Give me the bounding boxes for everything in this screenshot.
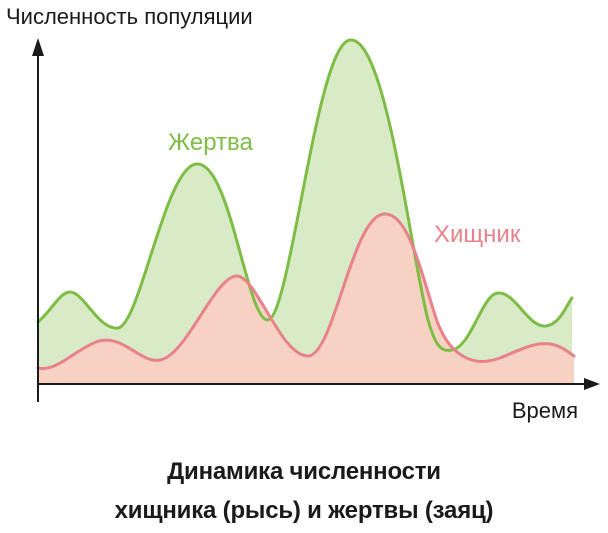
x-axis-label: Время — [512, 398, 578, 423]
caption-line-2: хищника (рысь) и жертвы (заяц) — [114, 497, 494, 524]
y-axis-arrow-icon — [32, 38, 44, 56]
y-axis-label: Численность популяции — [6, 4, 253, 29]
predator-area — [38, 213, 574, 384]
prey-label: Жертва — [168, 129, 254, 156]
prey-area — [38, 39, 572, 384]
predator-line — [36, 212, 576, 370]
prey-line — [36, 38, 574, 352]
caption-line-1: Динамика численности — [167, 458, 441, 485]
predator-label: Хищник — [434, 221, 521, 248]
x-axis-arrow-icon — [584, 378, 600, 390]
